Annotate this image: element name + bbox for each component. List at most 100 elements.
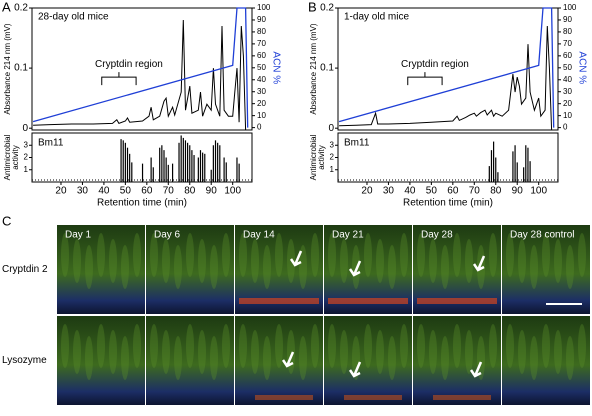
villus <box>150 324 158 368</box>
activity-bar <box>150 157 152 182</box>
villus <box>566 245 574 289</box>
activity-bar <box>493 141 495 182</box>
activity-bar <box>497 172 499 182</box>
activity-bar <box>527 147 529 182</box>
activity-label: Bm11 <box>38 138 64 149</box>
villus <box>263 336 271 380</box>
y2-tick-label: 60 <box>257 51 266 60</box>
villus <box>506 233 514 277</box>
column-label: Day 6 <box>154 230 181 241</box>
activity-bar <box>225 162 227 182</box>
activity-bar <box>495 157 497 182</box>
y2-tick-label: 40 <box>563 75 572 84</box>
micrograph <box>502 316 590 405</box>
villus <box>530 336 538 380</box>
activity-bar <box>197 157 199 182</box>
x-tick-label: 20 <box>55 186 67 197</box>
villus <box>186 233 194 277</box>
activity-bar <box>238 163 240 182</box>
crypt-signal <box>239 298 319 304</box>
activity-bar <box>202 152 204 182</box>
row-label: Cryptdin 2 <box>2 264 48 275</box>
villus <box>542 324 550 368</box>
activity-bar <box>523 167 525 182</box>
y2-tick-label: 0 <box>257 123 262 132</box>
activity-y-tick-label: 1 <box>24 165 29 174</box>
panel-letter: A <box>2 0 11 14</box>
y-tick-label: 0.1 <box>14 63 28 74</box>
panel-letter: C <box>2 213 11 228</box>
villus <box>489 324 497 368</box>
y2-axis-title: ACN % <box>270 51 281 84</box>
villus <box>174 245 182 289</box>
villus <box>400 324 408 368</box>
micrograph <box>57 225 145 314</box>
activity-y-axis-title: activity <box>11 145 20 169</box>
y2-axis-title: ACN % <box>576 51 587 84</box>
activity-bar <box>171 163 174 182</box>
villus <box>174 336 182 380</box>
activity-bar <box>184 140 187 182</box>
activity-bar <box>193 155 195 182</box>
x-tick-label: 30 <box>383 186 395 197</box>
activity-bar <box>204 153 206 182</box>
chart-title: 28-day old mice <box>38 12 109 23</box>
villus <box>239 233 247 277</box>
activity-bar <box>141 163 144 182</box>
y-tick-label: 0.2 <box>14 3 28 14</box>
x-tick-label: 70 <box>163 186 175 197</box>
y-axis-title: Absorbance 214 nm (mV) <box>309 23 318 114</box>
activity-bar <box>165 157 167 182</box>
villus <box>85 245 93 289</box>
chart-title: 1-day old mice <box>344 12 409 23</box>
activity-bar <box>189 145 191 182</box>
y2-tick-label: 10 <box>257 111 266 120</box>
x-tick-label: 50 <box>120 186 132 197</box>
villus <box>340 239 348 283</box>
villus <box>453 233 461 277</box>
villus <box>150 233 158 277</box>
activity-bar <box>514 145 516 182</box>
villus <box>73 330 81 374</box>
villus <box>578 233 586 277</box>
villus <box>251 330 259 374</box>
activity-bar <box>223 157 225 182</box>
x-axis-title: Retention time (min) <box>97 198 187 209</box>
x-tick-label: 100 <box>530 186 547 197</box>
villus <box>162 239 170 283</box>
activity-bar <box>488 166 490 182</box>
activity-y-tick-label: 2 <box>330 153 335 162</box>
y2-tick-label: 60 <box>563 51 572 60</box>
gradient-line <box>32 7 249 128</box>
villus <box>489 233 497 277</box>
plot-frame <box>337 7 559 131</box>
activity-bar <box>129 153 131 182</box>
activity-bar <box>180 135 182 182</box>
x-tick-label: 80 <box>184 186 196 197</box>
villus <box>73 239 81 283</box>
villus <box>441 245 449 289</box>
villus <box>352 245 360 289</box>
activity-bar <box>126 147 129 182</box>
micrograph <box>235 316 323 405</box>
activity-bar <box>152 167 154 182</box>
villus <box>388 245 396 289</box>
arrow <box>348 260 362 277</box>
villus <box>518 330 526 374</box>
activity-bar <box>167 164 169 182</box>
villus <box>364 324 372 368</box>
x-tick-label: 40 <box>404 186 416 197</box>
activity-y-axis-title: Antimicrobial <box>3 134 12 180</box>
column-label: Day 14 <box>243 230 275 241</box>
villus <box>133 233 141 277</box>
x-tick-label: 20 <box>361 186 373 197</box>
column-label: Day 28 control <box>510 230 574 241</box>
crypt-signal <box>328 298 408 304</box>
activity-bar <box>199 150 202 182</box>
y2-tick-label: 50 <box>257 63 266 72</box>
y2-tick-label: 30 <box>257 87 266 96</box>
y2-tick-label: 50 <box>563 63 572 72</box>
villus <box>400 233 408 277</box>
villus <box>239 324 247 368</box>
